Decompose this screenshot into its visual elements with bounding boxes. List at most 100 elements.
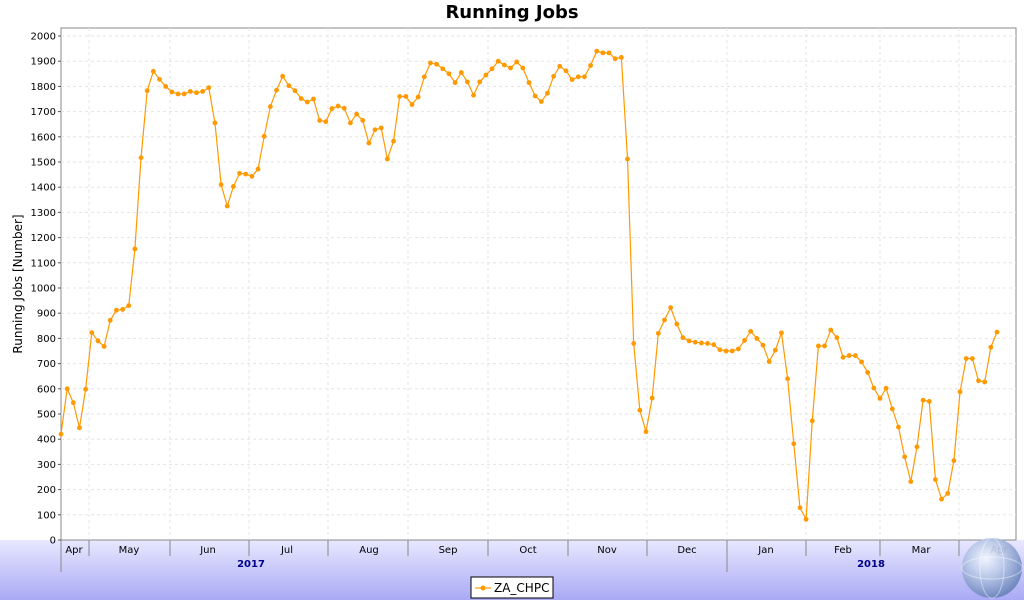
data-point-129: [852, 353, 858, 358]
y-tick-label-800: 800: [37, 334, 56, 345]
data-point-46: [341, 105, 347, 111]
data-point-119: [791, 441, 797, 447]
data-point-121: [803, 516, 809, 522]
data-point-1: [64, 386, 70, 392]
data-point-69: [483, 72, 489, 78]
data-point-40: [304, 99, 310, 105]
data-point-136: [896, 424, 901, 430]
data-point-103: [692, 339, 698, 345]
data-point-80: [551, 73, 557, 79]
y-tick-label-300: 300: [37, 460, 56, 471]
y-axis-ticks: 0 100 200 300 400 500 600 700 800 900 1000 1100 1200…: [31, 32, 61, 547]
y-tick-label-100: 100: [37, 510, 56, 521]
y-tick-label-1500: 1500: [31, 158, 56, 169]
y-tick-label-0: 0: [50, 536, 56, 547]
data-point-39: [298, 96, 304, 101]
data-point-84: [575, 74, 581, 80]
data-point-140: [920, 397, 926, 403]
data-point-81: [557, 63, 563, 69]
data-point-24: [206, 85, 212, 91]
data-point-16: [157, 76, 162, 82]
y-tick-label-1200: 1200: [31, 233, 56, 244]
data-point-150: [982, 379, 988, 385]
data-point-126: [834, 335, 840, 341]
y-tick-label-2000: 2000: [31, 32, 56, 43]
data-point-104: [699, 340, 704, 346]
y-tick-label-1900: 1900: [31, 57, 56, 68]
data-point-29: [237, 170, 242, 176]
data-point-111: [742, 338, 747, 343]
data-point-151: [988, 344, 994, 350]
data-point-105: [705, 341, 710, 346]
data-point-137: [902, 454, 908, 460]
data-point-90: [612, 56, 618, 62]
legend[interactable]: ZA_CHPC: [470, 576, 554, 599]
data-point-100: [674, 321, 680, 327]
data-point-57: [409, 102, 415, 107]
y-tick-label-500: 500: [37, 410, 56, 421]
data-point-63: [446, 71, 452, 77]
data-point-50: [366, 140, 372, 146]
data-point-3: [77, 425, 82, 431]
y-tick-label-200: 200: [37, 485, 56, 496]
x-tick-label-nov-7: Nov: [597, 545, 617, 556]
data-point-143: [939, 496, 944, 502]
data-point-62: [440, 66, 446, 72]
data-point-38: [292, 88, 298, 94]
data-point-52: [378, 125, 384, 131]
data-point-53: [384, 156, 390, 162]
data-point-135: [889, 406, 895, 412]
x-axis-ticks: AprMayJunJulAugSepOctNovDecJanFebMarApr2…: [60, 540, 1009, 572]
data-point-118: [785, 376, 791, 382]
y-tick-label-1400: 1400: [31, 183, 56, 194]
data-point-142: [933, 477, 938, 482]
data-point-133: [877, 395, 883, 401]
data-point-83: [569, 77, 575, 82]
data-point-18: [169, 89, 175, 95]
data-point-78: [538, 99, 544, 104]
data-point-36: [280, 73, 286, 79]
data-point-7: [101, 344, 107, 349]
data-point-148: [969, 356, 975, 361]
x-tick-label-may-1: May: [119, 545, 140, 556]
data-point-8: [107, 317, 113, 323]
data-point-70: [489, 66, 495, 72]
data-point-22: [194, 90, 199, 96]
data-point-113: [754, 336, 760, 341]
data-point-94: [637, 407, 643, 413]
data-point-48: [354, 111, 359, 117]
data-point-44: [329, 106, 335, 111]
data-point-101: [680, 335, 686, 341]
y-tick-label-1800: 1800: [31, 82, 56, 93]
data-point-131: [865, 370, 871, 375]
data-point-114: [760, 342, 766, 348]
data-point-124: [822, 343, 827, 349]
data-point-42: [317, 118, 323, 123]
y-tick-label-700: 700: [37, 359, 56, 370]
data-point-120: [797, 505, 803, 511]
data-point-95: [643, 429, 649, 435]
data-point-71: [495, 58, 501, 64]
data-point-91: [618, 55, 624, 60]
data-point-110: [735, 346, 741, 352]
y-tick-label-1000: 1000: [31, 284, 56, 295]
data-point-108: [723, 348, 729, 354]
data-point-93: [631, 341, 637, 346]
data-point-34: [267, 104, 273, 109]
data-point-43: [323, 119, 329, 125]
data-point-107: [717, 347, 723, 353]
x-tick-label-aug-4: Aug: [359, 545, 379, 556]
data-point-125: [828, 327, 834, 333]
y-tick-label-600: 600: [37, 384, 56, 395]
grid-lines: [61, 28, 1016, 540]
x-tick-label-mar-11: Mar: [912, 545, 932, 556]
data-point-13: [138, 155, 144, 161]
y-tick-label-1700: 1700: [31, 107, 56, 118]
data-point-49: [360, 118, 366, 123]
y-tick-label-1600: 1600: [31, 132, 56, 143]
data-point-149: [976, 378, 981, 384]
data-point-92: [625, 156, 630, 162]
data-point-14: [144, 88, 150, 94]
data-point-123: [816, 343, 821, 349]
